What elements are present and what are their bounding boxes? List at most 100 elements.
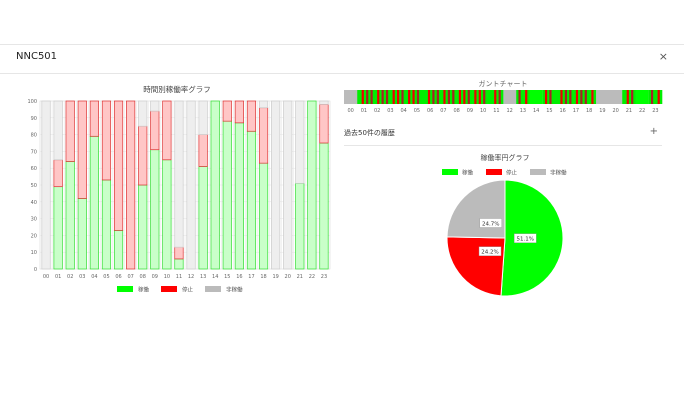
gantt-segment	[564, 90, 568, 104]
gantt-segment	[377, 90, 380, 104]
gantt-hour-label: 02	[374, 108, 380, 114]
gantt-hour-label: 16	[559, 108, 565, 114]
gantt-segment	[408, 90, 411, 104]
gantt-hour-label: 04	[400, 108, 406, 114]
bar-停止	[198, 134, 208, 167]
pie-value-label: 51.1%	[517, 237, 534, 243]
bar-停止	[77, 100, 87, 199]
modal-dialog: NNC501 ×	[0, 44, 684, 314]
modal-title: NNC501	[16, 51, 58, 62]
gantt-hour-label: 07	[440, 108, 446, 114]
gantt-segment	[485, 90, 488, 104]
x-tick-label: 11	[176, 274, 182, 280]
gantt-segment	[653, 90, 656, 104]
gantt-segment	[578, 90, 581, 104]
bar-停止	[319, 104, 329, 144]
bar-稼働	[53, 186, 63, 270]
bar-非稼働	[138, 100, 148, 127]
gantt-hour-label: 13	[520, 108, 526, 114]
bar-停止	[101, 100, 112, 181]
gantt-segment	[525, 90, 528, 104]
gantt-hour-label: 21	[626, 108, 632, 114]
bar-停止	[234, 100, 244, 124]
gantt-segment	[626, 90, 630, 104]
y-tick-label: 50	[31, 183, 37, 189]
gantt-hour-label: 12	[506, 108, 512, 114]
x-tick-label: 15	[224, 274, 230, 280]
gantt-segment	[370, 90, 374, 104]
bar-非稼働	[53, 100, 63, 161]
bar-稼働	[65, 161, 75, 270]
gantt-hour-label: 06	[427, 108, 433, 114]
gantt-segment	[553, 90, 557, 104]
gantt-segment	[372, 90, 376, 104]
gantt-segment	[454, 90, 457, 104]
bar-稼働	[77, 198, 87, 270]
gantt-segment	[405, 90, 409, 104]
gantt-hour-label: 15	[546, 108, 552, 114]
gantt-segment	[445, 90, 449, 104]
bar-停止	[174, 246, 184, 260]
bar-停止	[89, 100, 99, 137]
pie-legend-label: 非稼働	[550, 169, 567, 177]
gantt-segment	[584, 90, 588, 104]
gantt-segment	[591, 90, 594, 104]
pie-legend-swatch	[530, 169, 546, 175]
gantt-segment	[469, 90, 473, 104]
gantt-segment	[489, 90, 493, 104]
pie-slice-停止	[446, 236, 506, 297]
gantt-segment	[496, 90, 499, 104]
gantt-segment	[500, 90, 504, 104]
utilization-pie-chart: 稼働率円グラフ 稼働 停止 非稼働 51.1% 24.2% 24.7%	[442, 153, 567, 297]
gantt-segment-run	[635, 90, 649, 104]
gantt-segment	[447, 90, 451, 104]
gantt-segment	[419, 90, 422, 104]
y-tick-label: 40	[31, 200, 37, 206]
bar-非稼働	[295, 100, 305, 184]
bar-停止	[162, 100, 172, 161]
bar-停止	[258, 107, 269, 164]
gantt-segment	[544, 90, 548, 104]
x-tick-label: 03	[79, 274, 85, 280]
gantt-segment	[401, 90, 404, 104]
y-tick-label: 0	[34, 267, 37, 273]
close-icon[interactable]: ×	[658, 50, 668, 63]
gantt-hour-label: 23	[652, 108, 658, 114]
bar-停止	[150, 110, 160, 151]
gantt-segment	[361, 90, 365, 104]
pie-value-label: 24.2%	[481, 250, 498, 256]
bar-非稼働	[283, 100, 293, 270]
pie-value-box	[479, 218, 502, 228]
expand-plus-icon[interactable]: +	[649, 126, 658, 137]
gantt-segment	[633, 90, 636, 104]
gantt-segment	[467, 90, 471, 104]
x-tick-label: 05	[103, 274, 109, 280]
gantt-segment	[542, 90, 546, 104]
gantt-segment	[480, 90, 484, 104]
bar-稼働	[198, 166, 208, 270]
gantt-segment	[472, 90, 475, 104]
gantt-segment	[385, 90, 389, 104]
bar-稼働	[150, 149, 160, 270]
x-tick-label: 04	[91, 274, 97, 280]
history-header[interactable]: 過去50件の履歴 +	[344, 126, 662, 146]
history-label: 過去50件の履歴	[344, 129, 395, 137]
bar-稼働	[222, 120, 232, 270]
gantt-segment	[589, 90, 592, 104]
gantt-segment	[573, 90, 577, 104]
gantt-segment	[423, 90, 427, 104]
legend-swatch	[161, 286, 177, 292]
gantt-segment	[463, 90, 466, 104]
gantt-hour-label: 03	[387, 108, 393, 114]
gantt-segment	[558, 90, 561, 104]
x-tick-label: 17	[248, 274, 254, 280]
gantt-segment	[390, 90, 393, 104]
modal-header: NNC501 ×	[0, 44, 684, 74]
gantt-segment	[412, 90, 415, 104]
gantt-segment	[569, 90, 572, 104]
gantt-segment	[432, 90, 435, 104]
gantt-segment	[657, 90, 661, 104]
gantt-segment	[438, 90, 442, 104]
bar-停止	[113, 100, 124, 231]
x-tick-label: 10	[164, 274, 170, 280]
